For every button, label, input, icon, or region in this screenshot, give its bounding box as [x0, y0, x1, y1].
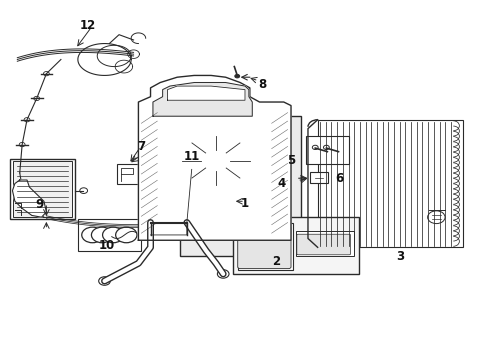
Bar	[318, 120, 463, 247]
Text: 9: 9	[35, 198, 43, 211]
Circle shape	[116, 227, 137, 243]
Text: 3: 3	[396, 250, 404, 263]
Circle shape	[92, 227, 113, 243]
Circle shape	[98, 277, 110, 285]
Bar	[296, 231, 354, 256]
Polygon shape	[168, 86, 245, 100]
Text: 12: 12	[79, 19, 96, 32]
Circle shape	[218, 270, 229, 278]
Bar	[306, 136, 349, 164]
Text: 1: 1	[241, 197, 249, 210]
FancyBboxPatch shape	[238, 226, 291, 269]
Bar	[117, 164, 141, 184]
Bar	[10, 159, 75, 219]
Bar	[216, 212, 265, 235]
Polygon shape	[138, 76, 291, 240]
Bar	[233, 217, 359, 274]
Circle shape	[80, 188, 88, 193]
Circle shape	[24, 118, 30, 122]
Text: 2: 2	[272, 255, 281, 268]
Text: 5: 5	[287, 154, 295, 167]
FancyBboxPatch shape	[297, 234, 351, 255]
Circle shape	[312, 145, 318, 149]
Bar	[78, 219, 141, 251]
Circle shape	[235, 75, 240, 78]
Text: 10: 10	[99, 239, 115, 252]
Text: 4: 4	[277, 177, 286, 190]
Bar	[238, 222, 294, 270]
Circle shape	[44, 72, 49, 76]
Circle shape	[19, 143, 25, 147]
Circle shape	[323, 145, 329, 149]
Bar	[310, 172, 328, 183]
Text: 11: 11	[184, 150, 200, 163]
Bar	[180, 116, 301, 256]
Bar	[165, 116, 267, 208]
Text: 7: 7	[137, 140, 145, 153]
Polygon shape	[153, 82, 252, 116]
Bar	[168, 212, 214, 235]
Circle shape	[102, 227, 124, 243]
Text: 8: 8	[258, 78, 266, 91]
Circle shape	[82, 227, 103, 243]
Text: 6: 6	[335, 172, 343, 185]
Circle shape	[34, 96, 40, 100]
Polygon shape	[12, 180, 47, 217]
Bar	[13, 161, 72, 216]
